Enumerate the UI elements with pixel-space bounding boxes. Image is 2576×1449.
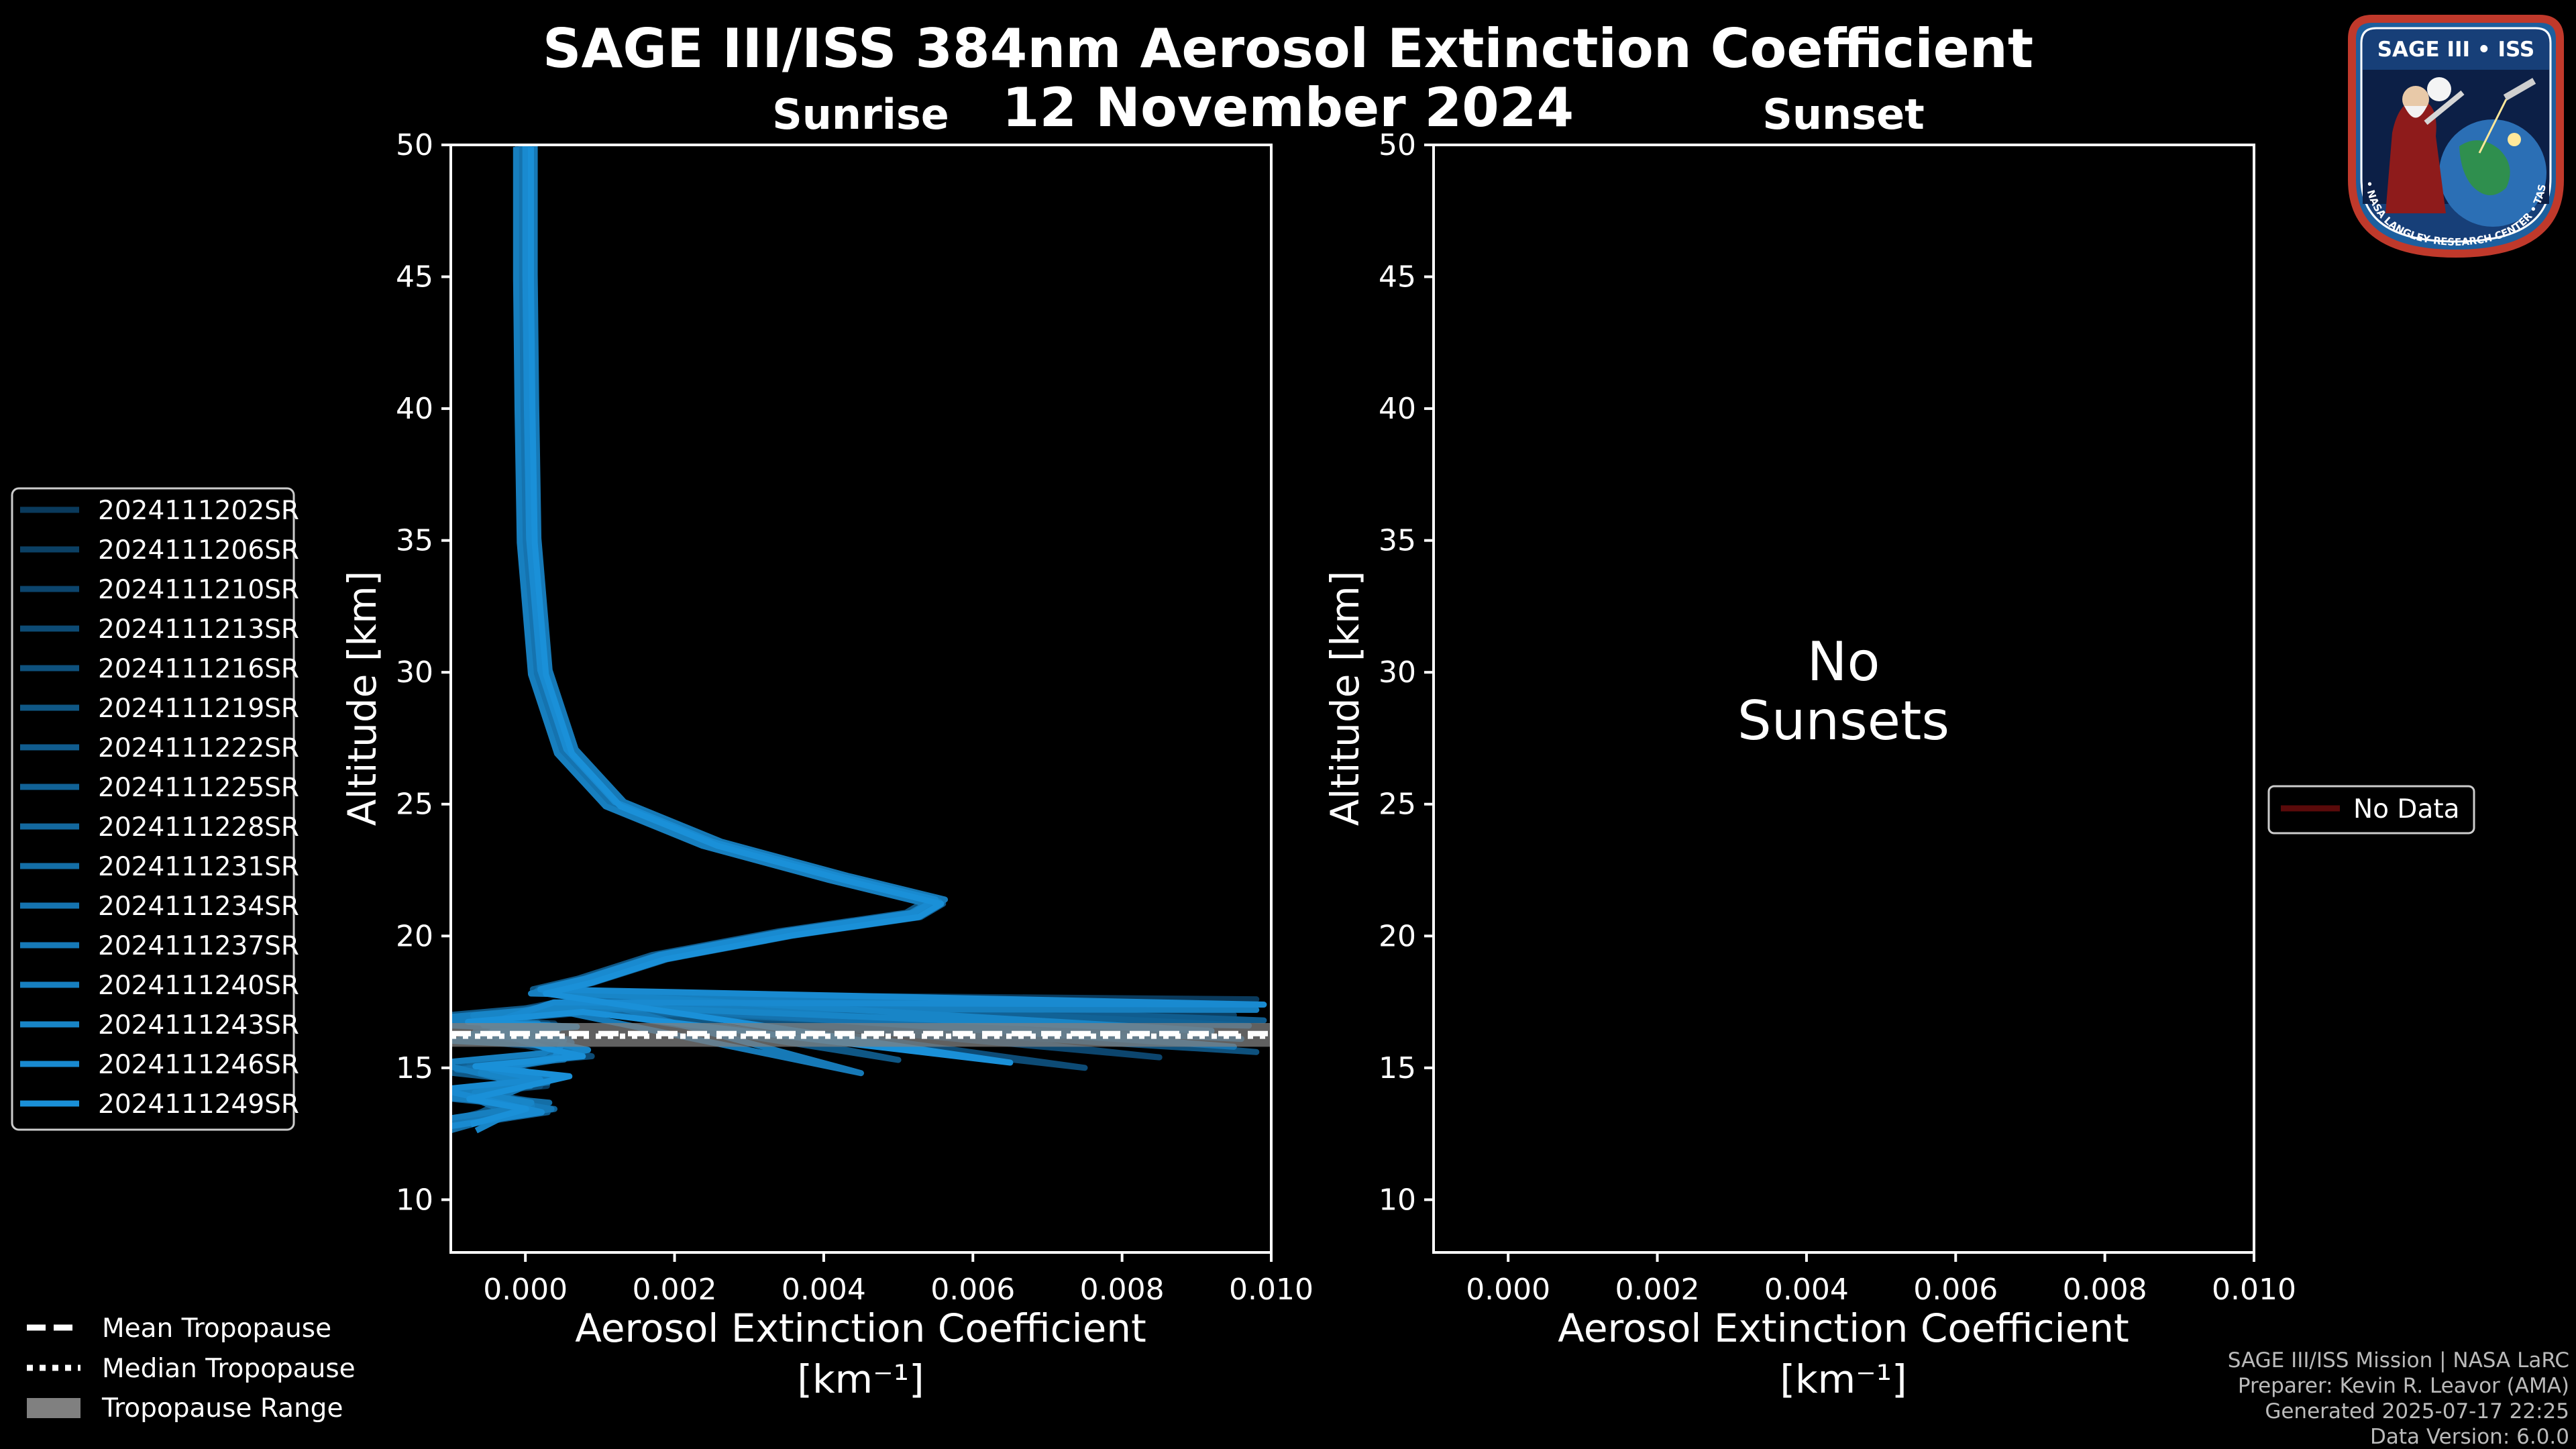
- sunrise-y-axis-label: Altitude [km]: [339, 571, 385, 826]
- sr-xtick-label: 0.006: [930, 1273, 1015, 1307]
- legend-label-2024111219SR: 2024111219SR: [98, 694, 299, 724]
- sunset-x-ticks: 0.000 0.002 0.004 0.006 0.008 0.010: [1466, 1252, 2296, 1307]
- sunrise-legend-frame: [11, 487, 295, 1131]
- ss-xtick-label: 0.008: [2063, 1273, 2147, 1307]
- sr-xtick-label: 0.008: [1080, 1273, 1165, 1307]
- ss-ytick-label: 45: [1379, 260, 1416, 294]
- series-line-2024111246SR: [451, 145, 1267, 1130]
- telescope-icon: [2424, 90, 2465, 125]
- sunset-legend-frame: [2267, 785, 2475, 835]
- legend-label-2024111234SR: 2024111234SR: [98, 892, 299, 922]
- legend-label-2024111228SR: 2024111228SR: [98, 812, 299, 843]
- sunrise-plot-area: [451, 145, 1271, 1252]
- sr-ytick-label: 15: [396, 1051, 433, 1085]
- ss-xtick-label: 0.002: [1615, 1273, 1700, 1307]
- ss-xtick-label: 0.010: [2212, 1273, 2296, 1307]
- sunset-y-axis-label: Altitude [km]: [1322, 571, 1368, 826]
- legend-label-2024111240SR: 2024111240SR: [98, 971, 299, 1001]
- figure-date: 12 November 2024: [1002, 76, 1574, 139]
- sr-ytick-label: 35: [396, 524, 433, 558]
- sunset-x-axis-label: Aerosol Extinction Coefficient: [1558, 1305, 2129, 1351]
- legend-label-2024111243SR: 2024111243SR: [98, 1010, 299, 1040]
- mean-tropopause-label: Mean Tropopause: [102, 1313, 331, 1344]
- sr-ytick-label: 25: [396, 788, 433, 822]
- space-station-icon: [2503, 78, 2536, 101]
- sr-ytick-label: 20: [396, 919, 433, 953]
- no-sunsets-line2: Sunsets: [1737, 690, 1949, 752]
- legend-label-2024111206SR: 2024111206SR: [98, 535, 299, 566]
- sr-ytick-label: 50: [396, 128, 433, 162]
- legend-label-2024111222SR: 2024111222SR: [98, 733, 299, 763]
- ss-ytick-label: 40: [1379, 392, 1416, 426]
- ss-ytick-label: 30: [1379, 655, 1416, 690]
- no-data-label: No Data: [2353, 794, 2460, 824]
- sunrise-traces: [451, 145, 1267, 1134]
- sunrise-panel-title: Sunrise: [772, 90, 949, 139]
- sr-xtick-label: 0.010: [1229, 1273, 1313, 1307]
- tropopause-range-swatch: [27, 1398, 80, 1418]
- sunrise-legend-items: 2024111202SR 2024111206SR 2024111210SR 2024…: [20, 496, 299, 1120]
- no-sunsets-line1: No: [1807, 631, 1880, 693]
- legend-label-2024111249SR: 2024111249SR: [98, 1089, 299, 1120]
- legend-label-2024111216SR: 2024111216SR: [98, 654, 299, 684]
- ss-xtick-label: 0.004: [1764, 1273, 1849, 1307]
- legend-label-2024111237SR: 2024111237SR: [98, 931, 299, 961]
- legend-label-2024111225SR: 2024111225SR: [98, 773, 299, 803]
- ss-ytick-label: 10: [1379, 1183, 1416, 1217]
- ss-xtick-label: 0.006: [1913, 1273, 1998, 1307]
- sunset-x-axis-unit: [km⁻¹]: [1780, 1356, 1907, 1402]
- credit-preparer: Preparer: Kevin R. Leavor (AMA): [2238, 1374, 2569, 1398]
- logo-name-text: SAGE III • ISS: [2377, 38, 2535, 62]
- ss-xtick-label: 0.000: [1466, 1273, 1550, 1307]
- sunrise-legend: 2024111202SR 2024111206SR 2024111210SR 2024…: [11, 487, 299, 1131]
- sunset-plot-frame: [1432, 144, 2255, 1254]
- sr-xtick-label: 0.002: [633, 1273, 717, 1307]
- ss-ytick-label: 50: [1379, 128, 1416, 162]
- sunrise-plot-frame: [449, 144, 1273, 1254]
- tropopause-range-label: Tropopause Range: [101, 1393, 343, 1424]
- sunrise-y-ticks: 10 15 20 25 30 35 40 45 50: [396, 128, 451, 1217]
- sunset-panel-title: Sunset: [1762, 90, 1925, 139]
- median-tropopause-label: Median Tropopause: [102, 1354, 356, 1384]
- ss-ytick-label: 20: [1379, 919, 1416, 953]
- legend-label-2024111210SR: 2024111210SR: [98, 575, 299, 605]
- sunrise-x-axis-label: Aerosol Extinction Coefficient: [575, 1305, 1146, 1351]
- legend-label-2024111231SR: 2024111231SR: [98, 852, 299, 882]
- sunset-y-ticks: 10 15 20 25 30 35 40 45 50: [1379, 128, 1434, 1217]
- credits: SAGE III/ISS Mission | NASA LaRC Prepare…: [2228, 1348, 2569, 1449]
- sr-xtick-label: 0.004: [782, 1273, 866, 1307]
- figure-title: SAGE III/ISS 384nm Aerosol Extinction Co…: [543, 17, 2033, 80]
- sunset-legend: No Data: [2267, 785, 2475, 835]
- scientist-figure-icon: [2385, 99, 2446, 213]
- ss-ytick-label: 15: [1379, 1051, 1416, 1085]
- sr-ytick-label: 30: [396, 655, 433, 690]
- moon-icon: [2427, 77, 2451, 101]
- sr-ytick-label: 45: [396, 260, 433, 294]
- sr-xtick-label: 0.000: [483, 1273, 568, 1307]
- ss-ytick-label: 35: [1379, 524, 1416, 558]
- legend-label-2024111246SR: 2024111246SR: [98, 1050, 299, 1080]
- sunrise-x-axis-unit: [km⁻¹]: [797, 1356, 924, 1402]
- series-line-2024111249SR: [465, 147, 1014, 1128]
- credit-version: Data Version: 6.0.0: [2370, 1425, 2569, 1449]
- sunrise-x-ticks: 0.000 0.002 0.004 0.006 0.008 0.010: [483, 1252, 1313, 1307]
- legend-label-2024111213SR: 2024111213SR: [98, 614, 299, 645]
- credit-generated: Generated 2025-07-17 22:25: [2265, 1399, 2569, 1424]
- sr-ytick-label: 40: [396, 392, 433, 426]
- sunrise-tropopause: [451, 1023, 1271, 1047]
- ss-ytick-label: 25: [1379, 788, 1416, 822]
- tropopause-legend: Mean Tropopause Median Tropopause Tropop…: [27, 1313, 356, 1424]
- sr-ytick-label: 10: [396, 1183, 433, 1217]
- credit-mission: SAGE III/ISS Mission | NASA LaRC: [2228, 1348, 2569, 1373]
- legend-label-2024111202SR: 2024111202SR: [98, 496, 299, 526]
- sage-iii-iss-mission-patch-logo: SAGE III • ISS BALL • NASA LANGLEY RESEA…: [2345, 12, 2564, 258]
